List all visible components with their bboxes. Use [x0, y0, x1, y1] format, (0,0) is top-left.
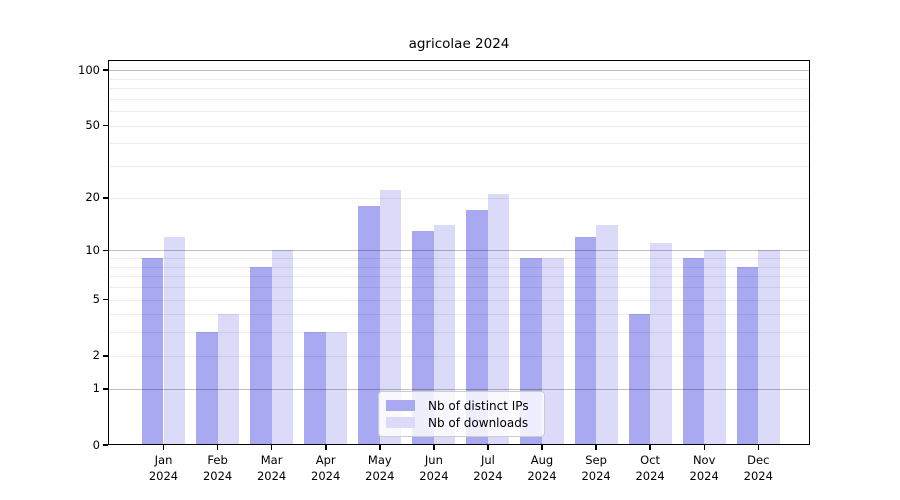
y-tick-label: 5: [92, 292, 100, 306]
legend-label-downloads: Nb of downloads: [428, 415, 529, 430]
legend-swatch-distinct-ips: [386, 400, 415, 411]
bar-distinct-ips: [736, 266, 759, 445]
legend-item-downloads: Nb of downloads: [386, 416, 544, 430]
bar-distinct-ips: [466, 210, 488, 445]
y-tick-label: 100: [78, 62, 100, 77]
y-tick: [103, 298, 108, 301]
gridline-minor: [108, 143, 810, 145]
gridline-minor: [108, 314, 810, 316]
y-tick-label: 2: [92, 348, 100, 363]
bar-distinct-ips: [682, 258, 705, 445]
bar-downloads: [217, 314, 240, 445]
x-tick-label: Jan 2024: [148, 453, 179, 483]
plot-area: [108, 60, 810, 445]
y-tick-label: 20: [85, 190, 100, 205]
x-tick-label: Mar 2024: [256, 453, 287, 483]
gridline-minor: [108, 88, 810, 90]
gridline-major: [108, 388, 810, 390]
bar-downloads: [487, 194, 510, 445]
y-tick: [103, 355, 108, 357]
gridline-minor: [108, 258, 810, 259]
x-tick: [162, 445, 165, 450]
x-tick-label: Nov 2024: [689, 453, 719, 483]
bar-distinct-ips: [250, 266, 272, 445]
x-tick: [757, 445, 759, 450]
bar-downloads: [596, 225, 618, 445]
x-tick-label: Dec 2024: [743, 453, 773, 483]
x-tick: [703, 445, 705, 450]
y-tick-label: 0: [92, 437, 100, 452]
bar-distinct-ips: [358, 205, 380, 445]
x-tick-label: Aug 2024: [527, 453, 557, 483]
x-tick: [270, 445, 273, 450]
gridline-minor: [108, 197, 810, 199]
bar-downloads: [163, 236, 186, 445]
bar-downloads: [271, 250, 294, 445]
y-tick: [103, 388, 108, 390]
bar-distinct-ips: [196, 332, 218, 445]
bar-downloads: [379, 190, 402, 445]
bar-downloads: [542, 258, 564, 445]
bar-downloads: [758, 250, 780, 445]
x-tick-label: Sep 2024: [581, 453, 611, 483]
bar-downloads: [650, 243, 672, 445]
gridline-major: [108, 250, 810, 252]
gridline-minor: [108, 166, 810, 168]
gridline-minor: [108, 98, 810, 100]
y-tick-label: 50: [85, 118, 100, 133]
gridline-minor: [108, 332, 810, 334]
bar-downloads: [433, 225, 456, 445]
x-tick-label: Jun 2024: [419, 453, 449, 483]
bar-distinct-ips: [628, 314, 651, 445]
x-tick: [433, 445, 435, 450]
gridline-minor: [108, 355, 810, 357]
x-tick: [379, 445, 381, 450]
legend-swatch-downloads: [386, 417, 415, 428]
bar-distinct-ips: [141, 258, 164, 445]
gridline-major: [108, 70, 810, 72]
chart-title: agricolae 2024: [408, 36, 510, 52]
y-tick: [103, 124, 108, 127]
x-tick: [325, 445, 327, 450]
x-tick-label: Oct 2024: [635, 453, 665, 483]
gridline-minor: [108, 287, 810, 288]
gridline-minor: [108, 276, 810, 278]
legend-item-distinct-ips: Nb of distinct IPs: [386, 399, 544, 413]
gridline-minor: [108, 111, 810, 113]
gridline-minor: [108, 78, 810, 80]
x-tick: [216, 445, 219, 450]
legend-label-distinct-ips: Nb of distinct IPs: [428, 398, 529, 413]
x-tick-label: May 2024: [365, 453, 395, 483]
x-tick-label: Jul 2024: [473, 453, 503, 483]
x-tick: [595, 445, 597, 450]
y-tick: [103, 249, 108, 251]
legend: Nb of distinct IPs Nb of downloads: [378, 391, 545, 437]
y-tick: [103, 69, 108, 71]
bar-distinct-ips: [574, 236, 597, 445]
gridline-minor: [108, 125, 810, 127]
x-tick: [541, 445, 543, 450]
x-tick: [487, 445, 489, 450]
x-tick-label: Feb 2024: [202, 453, 233, 483]
bar-downloads: [325, 332, 348, 445]
y-tick-label: 1: [92, 381, 100, 396]
x-tick-label: Apr 2024: [311, 453, 341, 483]
x-tick: [649, 445, 651, 450]
y-tick: [103, 444, 108, 446]
bar-distinct-ips: [304, 332, 326, 445]
y-tick: [103, 197, 108, 199]
gridline-minor: [108, 299, 810, 301]
bar-downloads: [704, 250, 726, 445]
y-tick-label: 10: [85, 242, 100, 257]
gridline-minor: [108, 266, 810, 268]
